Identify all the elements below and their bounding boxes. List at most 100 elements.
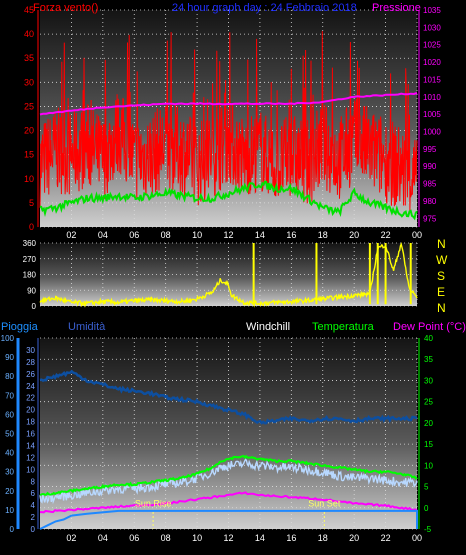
wind-y-tick: 45	[24, 5, 34, 15]
sunset-label: Sun Set	[308, 499, 341, 509]
humidity-y-tick: 20	[26, 406, 35, 415]
windchill-title: Windchill	[246, 321, 291, 333]
temp-x-tick: 14	[255, 533, 265, 543]
pressure-line	[39, 92, 418, 116]
humidity-line	[39, 369, 418, 425]
pressure-title: Pressione	[372, 2, 421, 14]
rain-y-tick: 50	[5, 430, 14, 439]
pressure-y-tick: 1025	[423, 41, 441, 50]
temp-x-tick: 18	[318, 533, 328, 543]
pressure-y-tick: 980	[423, 197, 437, 206]
wind-x-tick: 18	[318, 230, 328, 240]
temp-x-tick: 20	[349, 533, 359, 543]
wind-title-text: Forza vento(	[33, 2, 95, 14]
humidity-y-tick: 18	[26, 418, 35, 427]
rain-y-tick: 100	[1, 334, 15, 343]
compass-n-top: N	[437, 237, 446, 251]
wind-x-tick: 02	[66, 230, 76, 240]
compass-w: W	[436, 253, 448, 267]
humidity-y-tick: 2	[31, 513, 36, 522]
pressure-y-tick: 985	[423, 180, 437, 189]
wind-x-tick: 00	[412, 230, 422, 240]
rain-y-tick: 60	[5, 410, 14, 419]
temp-x-tick: 08	[161, 533, 171, 543]
rain-y-tick: 10	[5, 506, 14, 515]
pressure-y-tick: 1015	[423, 75, 441, 84]
temp-x-tick: 16	[286, 533, 296, 543]
temp-y-tick: 20	[424, 419, 433, 428]
wind-y-tick: 15	[24, 150, 34, 160]
temp-y-tick: 25	[424, 398, 433, 407]
pressure-y-tick: 1035	[423, 6, 441, 15]
wind-x-tick: 06	[129, 230, 139, 240]
pressure-y-tick: 1000	[423, 128, 441, 137]
dewpoint-line	[40, 491, 418, 514]
rain-y-tick: 0	[10, 525, 15, 534]
humidity-y-tick: 24	[26, 382, 35, 391]
wind-y-tick: 20	[24, 126, 34, 136]
temp-y-tick: 30	[424, 376, 433, 385]
temperature-title: Temperatura	[312, 321, 374, 333]
humidity-y-tick: 26	[26, 370, 35, 379]
pressure-y-tick: 975	[423, 214, 437, 223]
humidity-y-tick: 28	[26, 358, 35, 367]
rain-line	[39, 509, 418, 530]
temp-x-tick: 12	[223, 533, 233, 543]
wind-y-tick: 35	[24, 53, 34, 63]
temp-y-tick: 0	[424, 504, 429, 513]
humidity-y-tick: 14	[26, 441, 35, 450]
wind-x-tick: 22	[381, 230, 391, 240]
direction-y-tick: 90	[27, 286, 36, 295]
wind-y-tick: 0	[29, 222, 34, 232]
wind-x-tick: 20	[349, 230, 359, 240]
temp-x-tick: 10	[192, 533, 202, 543]
humidity-y-tick: 6	[31, 489, 36, 498]
temp-y-tick: 5	[424, 483, 429, 492]
windchill-line	[39, 458, 418, 505]
temp-y-tick: 40	[424, 334, 433, 343]
humidity-y-tick: 12	[26, 453, 35, 462]
graph-title: 24 hour graph day : 24 Febbraio 2018	[172, 2, 357, 14]
humidity-y-tick: 16	[26, 430, 35, 439]
humidity-y-tick: 0	[31, 525, 36, 534]
humidity-y-tick: 8	[31, 477, 36, 486]
compass-e: E	[437, 285, 446, 299]
rain-y-tick: 90	[5, 353, 14, 362]
rain-title: Pioggia	[1, 321, 38, 333]
humidity-y-tick: 30	[26, 346, 35, 355]
temp-y-tick: 35	[424, 355, 433, 364]
temperature-line	[39, 454, 418, 496]
rain-y-tick: 20	[5, 487, 14, 496]
pressure-y-tick: 990	[423, 162, 437, 171]
humidity-y-tick: 22	[26, 394, 35, 403]
wind-y-tick: 40	[24, 29, 34, 39]
temp-y-tick: -5	[424, 525, 432, 534]
wind-title-unit: )	[94, 2, 99, 14]
rain-y-tick: 70	[5, 391, 14, 400]
temp-panel-bg	[40, 338, 417, 529]
pressure-y-tick: 1020	[423, 58, 441, 67]
temp-x-tick: 06	[129, 533, 139, 543]
pressure-y-tick: 995	[423, 145, 437, 154]
temp-y-tick: 15	[424, 440, 433, 449]
wind-x-tick: 10	[192, 230, 202, 240]
pressure-y-tick: 1005	[423, 110, 441, 119]
direction-y-tick: 0	[32, 302, 37, 311]
temp-x-tick: 22	[381, 533, 391, 543]
sunrise-label: Sun Rise	[135, 499, 172, 509]
humidity-y-tick: 4	[31, 501, 36, 510]
wind-avg-line	[39, 180, 418, 221]
humidity-title: Umidità	[68, 321, 106, 333]
temp-x-tick: 02	[66, 533, 76, 543]
wind-x-tick: 16	[286, 230, 296, 240]
wind-x-tick: 08	[161, 230, 171, 240]
direction-y-tick: 270	[23, 255, 37, 264]
wind-y-tick: 10	[24, 174, 34, 184]
wind-gust-line	[39, 31, 418, 212]
temp-y-tick: 10	[424, 461, 433, 470]
temp-x-tick: 00	[412, 533, 422, 543]
direction-y-tick: 360	[23, 239, 37, 248]
wind-y-tick: 5	[29, 198, 34, 208]
pressure-y-tick: 1010	[423, 93, 441, 102]
